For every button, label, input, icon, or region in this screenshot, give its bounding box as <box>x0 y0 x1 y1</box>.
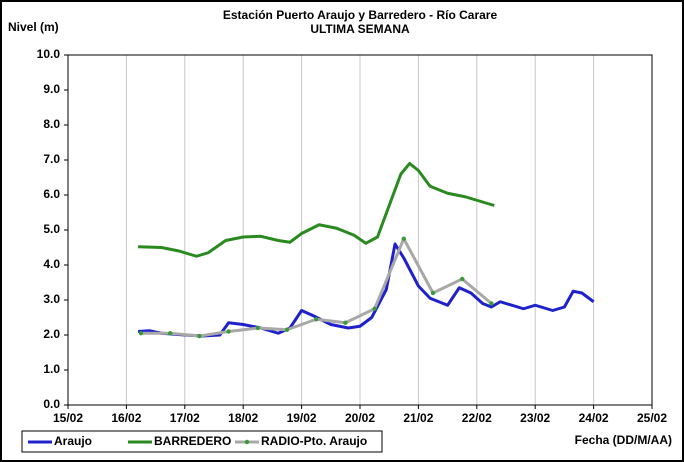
series-marker <box>284 327 290 332</box>
series-line <box>137 242 595 338</box>
legend-label: Araujo <box>54 434 92 448</box>
series-marker <box>138 331 144 336</box>
series-marker <box>343 320 348 325</box>
y-tick-label: 6.0 <box>43 187 60 201</box>
y-tick-label: 7.0 <box>43 152 60 166</box>
x-tick-label: 20/02 <box>345 411 375 425</box>
legend-label: RADIO-Pto. Araujo <box>261 434 367 448</box>
y-tick-label: 10.0 <box>37 47 61 61</box>
series-marker <box>226 329 231 334</box>
series-marker <box>401 236 406 241</box>
x-tick-label: 24/02 <box>579 411 609 425</box>
y-tick-label: 3.0 <box>43 292 60 306</box>
x-tick-label: 15/02 <box>53 411 83 425</box>
x-tick-label: 18/02 <box>228 411 258 425</box>
x-tick-label: 21/02 <box>403 411 433 425</box>
y-tick-label: 4.0 <box>43 257 60 271</box>
legend-box <box>21 430 383 453</box>
series-marker <box>255 325 260 331</box>
legend-marker <box>244 439 250 445</box>
series-marker <box>460 276 465 282</box>
x-axis-label: Fecha (DD/M/AA) <box>575 433 672 447</box>
y-tick-label: 5.0 <box>43 222 60 236</box>
chart-title: Estación Puerto Araujo y Barredero - Río… <box>223 8 498 22</box>
y-tick-label: 9.0 <box>43 82 60 96</box>
x-tick-label: 16/02 <box>111 411 141 425</box>
series-marker <box>489 301 494 306</box>
series-marker <box>314 317 319 322</box>
series-line <box>138 162 495 258</box>
x-tick-label: 25/02 <box>637 411 667 425</box>
y-tick-label: 0.0 <box>43 397 60 411</box>
series-marker <box>197 333 202 339</box>
y-axis-label: Nivel (m) <box>8 20 59 34</box>
series-marker <box>168 331 173 336</box>
plot-area <box>67 54 653 406</box>
x-tick-label: 19/02 <box>287 411 317 425</box>
x-tick-label: 23/02 <box>520 411 550 425</box>
y-tick-label: 2.0 <box>43 327 60 341</box>
chart-subtitle: ULTIMA SEMANA <box>310 22 410 36</box>
legend-label: BARREDERO <box>154 434 231 448</box>
y-tick-label: 8.0 <box>43 117 60 131</box>
series-marker <box>430 290 436 296</box>
y-tick-label: 1.0 <box>43 362 60 376</box>
series-marker <box>372 306 377 311</box>
x-tick-label: 22/02 <box>462 411 492 425</box>
x-tick-label: 17/02 <box>170 411 200 425</box>
